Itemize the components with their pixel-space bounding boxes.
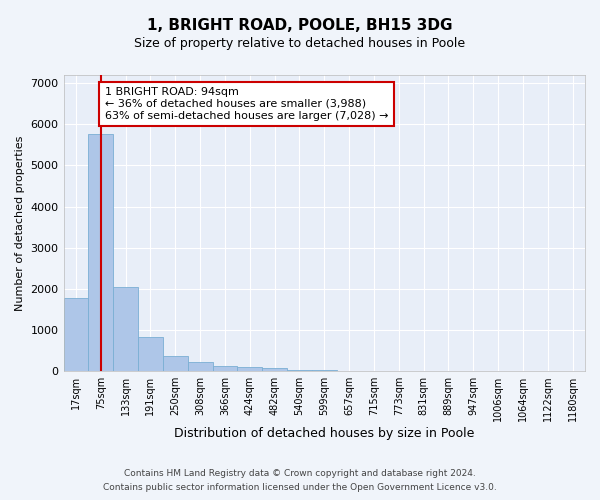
Bar xyxy=(64,298,88,371)
X-axis label: Distribution of detached houses by size in Poole: Distribution of detached houses by size … xyxy=(174,427,475,440)
Text: Contains public sector information licensed under the Open Government Licence v3: Contains public sector information licen… xyxy=(103,484,497,492)
Bar xyxy=(238,368,262,371)
Text: 1, BRIGHT ROAD, POOLE, BH15 3DG: 1, BRIGHT ROAD, POOLE, BH15 3DG xyxy=(147,18,453,32)
Bar xyxy=(113,287,138,371)
Bar xyxy=(312,370,337,371)
Text: Contains HM Land Registry data © Crown copyright and database right 2024.: Contains HM Land Registry data © Crown c… xyxy=(124,468,476,477)
Y-axis label: Number of detached properties: Number of detached properties xyxy=(15,136,25,310)
Bar xyxy=(88,134,113,371)
Bar xyxy=(287,370,312,371)
Text: 1 BRIGHT ROAD: 94sqm
← 36% of detached houses are smaller (3,988)
63% of semi-de: 1 BRIGHT ROAD: 94sqm ← 36% of detached h… xyxy=(104,88,388,120)
Bar xyxy=(212,366,238,371)
Bar xyxy=(262,368,287,371)
Bar xyxy=(188,362,212,371)
Bar xyxy=(138,337,163,371)
Bar xyxy=(163,356,188,371)
Text: Size of property relative to detached houses in Poole: Size of property relative to detached ho… xyxy=(134,38,466,51)
